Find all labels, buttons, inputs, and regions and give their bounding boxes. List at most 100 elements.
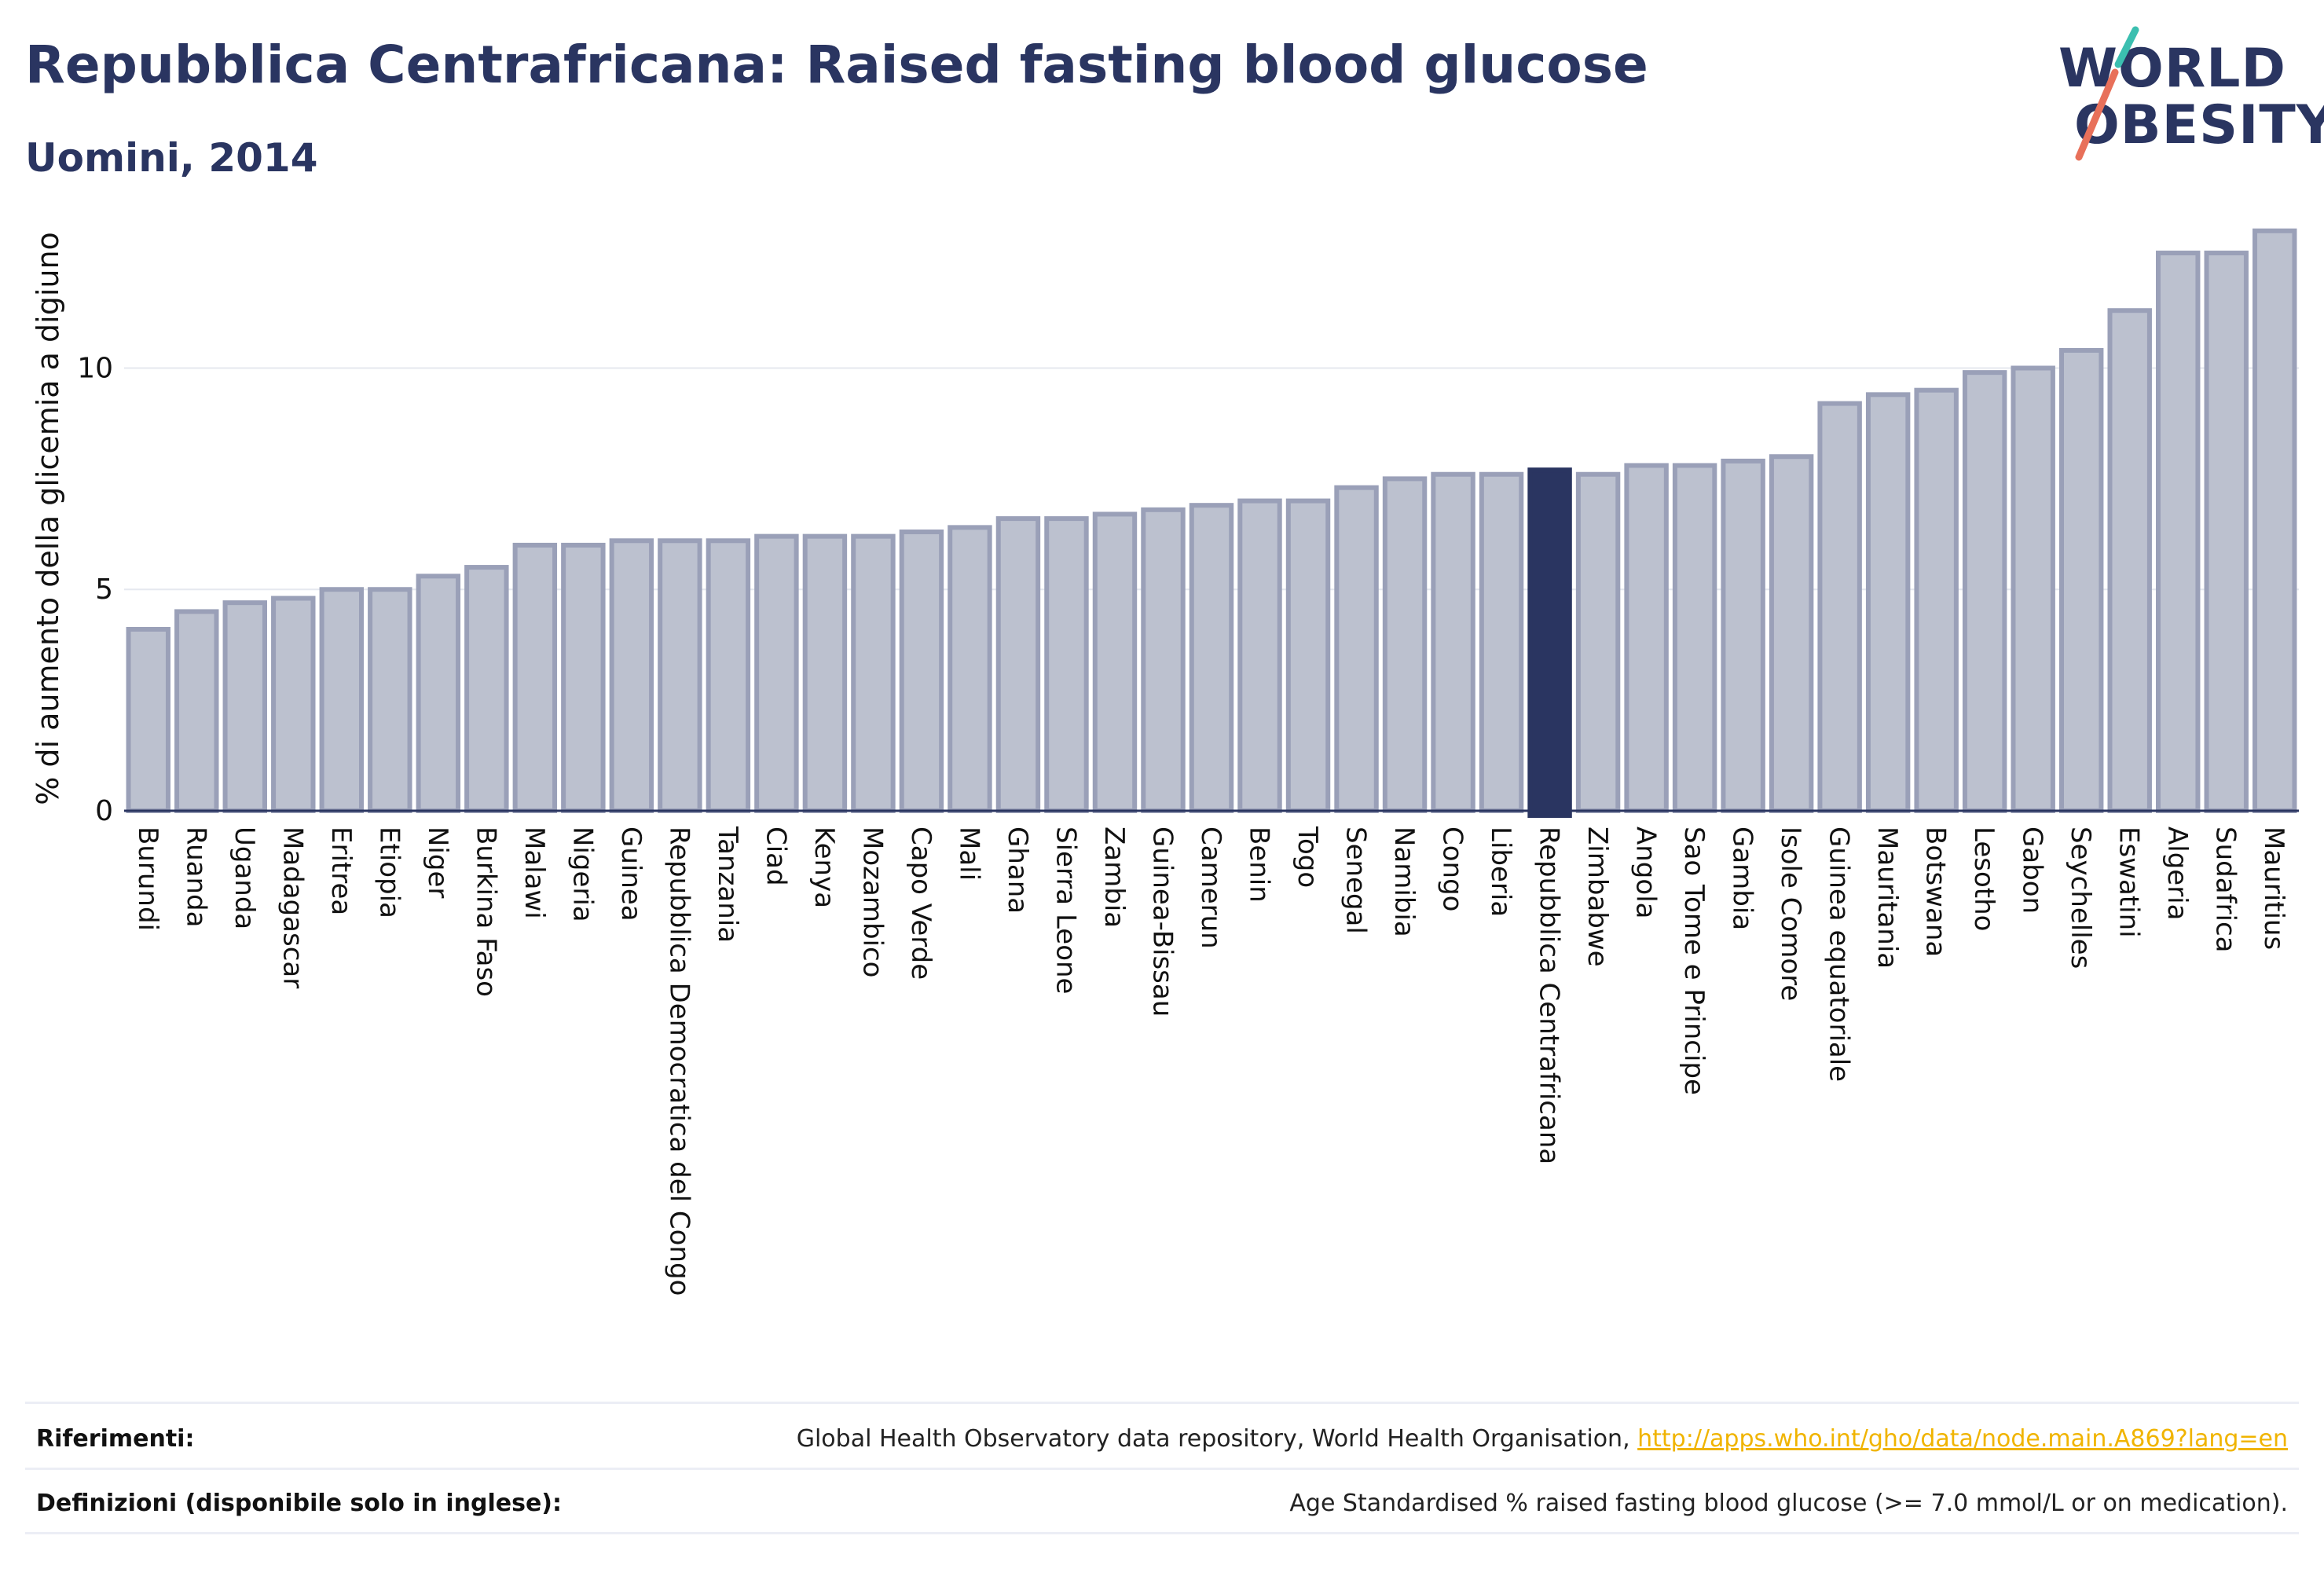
- category-label: Ruanda: [180, 826, 211, 927]
- bar-gambia: [1721, 458, 1765, 813]
- category-label: Mozambico: [856, 826, 888, 977]
- category-label: Gambia: [1727, 826, 1758, 930]
- bar-gabon: [2011, 365, 2055, 813]
- bar-mauritania: [1865, 392, 1911, 813]
- bar-uganda: [222, 600, 267, 813]
- y-tick-label: 0: [95, 795, 113, 827]
- definitions-label: Definizioni (disponibile solo in inglese…: [36, 1490, 562, 1517]
- category-label: Mauritania: [1871, 826, 1903, 969]
- bar-mali: [948, 525, 992, 813]
- category-label: Zambia: [1098, 826, 1130, 928]
- bar-angola: [1624, 463, 1669, 813]
- bar-seychelles: [2058, 347, 2104, 814]
- category-labels: Burundi Ruanda Uganda Madagascar Eritrea Etio…: [132, 826, 2289, 1296]
- category-label: Namibia: [1388, 826, 1420, 937]
- y-tick-label: 10: [77, 352, 113, 384]
- category-label: Eritrea: [325, 826, 357, 915]
- bar-guinea: [609, 538, 654, 813]
- bar-togo: [1285, 498, 1331, 813]
- category-label: Mauritius: [2258, 826, 2289, 950]
- category-label: Eswatini: [2113, 826, 2145, 938]
- category-label: Repubblica Centrafricana: [1534, 826, 1565, 1164]
- category-label: Angola: [1630, 826, 1662, 918]
- category-label: Camerun: [1195, 826, 1226, 949]
- y-axis-label: % di aumento della glicemia a digiuno: [31, 232, 65, 805]
- page-subtitle: Uomini, 2014: [25, 135, 318, 181]
- category-label: Sierra Leone: [1050, 826, 1081, 994]
- bar-isole-comore: [1769, 454, 1814, 813]
- category-label: Niger: [422, 826, 453, 898]
- category-label: Capo Verde: [905, 826, 937, 980]
- category-label: Ciad: [760, 826, 791, 886]
- y-tick-labels: 0 5 10: [77, 352, 113, 827]
- bar-etiopia: [368, 587, 412, 813]
- definitions-text: Age Standardised % raised fasting blood …: [1289, 1490, 2288, 1517]
- bar-tanzania: [706, 538, 751, 813]
- category-label: Burkina Faso: [470, 826, 501, 997]
- y-tick-label: 5: [95, 574, 113, 606]
- bar-guinea-equatoriale: [1817, 401, 1862, 813]
- category-label: Liberia: [1485, 826, 1516, 917]
- category-label: Isole Comore: [1775, 826, 1806, 1001]
- references-value: Global Health Observatory data repositor…: [797, 1425, 2288, 1453]
- bar-botswana: [1914, 387, 1959, 814]
- bar-zimbabwe: [1575, 471, 1621, 814]
- bar-mozambico: [851, 533, 896, 813]
- bar-sierra-leone: [1044, 516, 1089, 813]
- bar-burkina-faso: [464, 565, 509, 813]
- category-label: Seychelles: [2065, 826, 2096, 969]
- logo-slash-icon: [2075, 26, 2139, 161]
- category-label: Tanzania: [712, 826, 743, 943]
- bar-algeria: [2156, 250, 2201, 813]
- category-label: Zimbabwe: [1582, 826, 1613, 967]
- bar-niger: [416, 574, 461, 813]
- category-label: Lesotho: [1968, 826, 2000, 931]
- bar-madagascar: [271, 596, 316, 813]
- bar-ciad: [754, 533, 799, 813]
- bar-benin: [1237, 498, 1282, 813]
- category-label: Sudafrica: [2210, 826, 2242, 952]
- category-label: Nigeria: [566, 826, 598, 922]
- category-label: Etiopia: [373, 826, 405, 918]
- world-obesity-logo: WORLD OBESITY: [2043, 24, 2324, 165]
- bar-capo-verde: [899, 529, 944, 813]
- category-label: Benin: [1244, 826, 1275, 903]
- category-label: Guinea: [615, 826, 647, 922]
- category-label: Uganda: [229, 826, 260, 929]
- bar-namibia: [1382, 476, 1428, 813]
- bars: [126, 228, 2297, 818]
- category-label: Algeria: [2161, 826, 2193, 920]
- bar-liberia: [1479, 471, 1524, 814]
- bar-eswatini: [2107, 308, 2152, 813]
- bar-repubblica-democratica-del-congo: [658, 538, 702, 813]
- bar-ruanda: [174, 609, 219, 813]
- footer-divider-bottom: [25, 1532, 2299, 1534]
- bar-zambia: [1092, 511, 1138, 814]
- category-label: Kenya: [808, 826, 840, 908]
- references-link[interactable]: http://apps.who.int/gho/data/node.main.A…: [1637, 1425, 2288, 1453]
- category-label: Togo: [1292, 826, 1323, 888]
- bar-malawi: [512, 542, 558, 814]
- bar-guinea-bissau: [1141, 507, 1186, 813]
- bar-repubblica-centrafricana: [1527, 467, 1572, 818]
- bar-sao-tome-e-principe: [1672, 463, 1717, 813]
- bar-sudafrica: [2204, 250, 2249, 813]
- footer-divider-middle: [25, 1468, 2299, 1470]
- category-label: Repubblica Democratica del Congo: [663, 826, 695, 1296]
- category-label: Gabon: [2017, 826, 2048, 914]
- category-label: Senegal: [1340, 826, 1372, 934]
- logo-text-line2: OBESITY: [2074, 94, 2324, 156]
- bar-senegal: [1334, 485, 1379, 813]
- page-title: Repubblica Centrafricana: Raised fasting…: [25, 35, 1648, 95]
- category-label: Madagascar: [277, 826, 308, 988]
- bar-mauritius: [2253, 228, 2297, 813]
- bar-ghana: [995, 516, 1041, 813]
- logo-text-line1: WORLD: [2058, 38, 2286, 100]
- bar-kenya: [802, 533, 848, 813]
- category-label: Sao Tome e Principe: [1678, 826, 1710, 1095]
- category-label: Guinea equatoriale: [1824, 826, 1855, 1082]
- category-label: Botswana: [1920, 826, 1952, 957]
- bar-lesotho: [1962, 370, 2007, 813]
- references-text: Global Health Observatory data repositor…: [796, 1425, 1638, 1453]
- bar-nigeria: [561, 542, 606, 814]
